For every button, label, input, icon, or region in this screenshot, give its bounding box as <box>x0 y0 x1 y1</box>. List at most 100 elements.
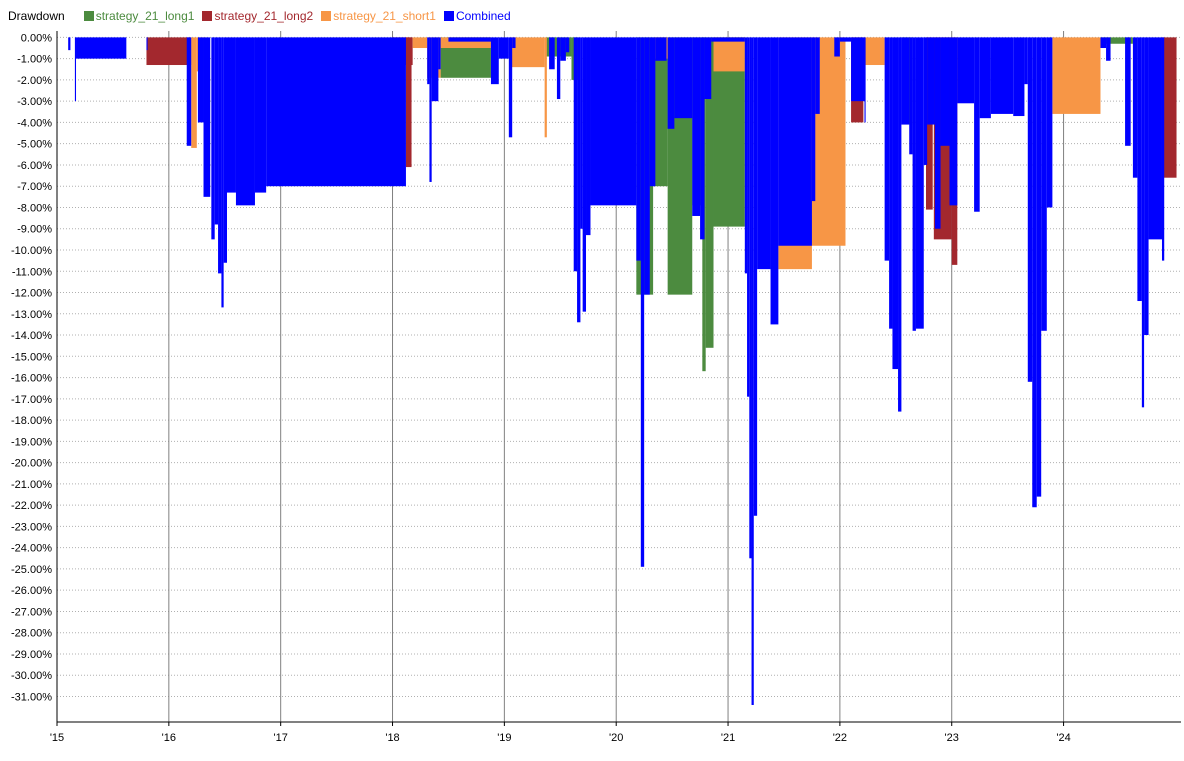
y-tick-label: -31.00% <box>11 691 52 703</box>
drawdown-bar <box>1132 37 1138 178</box>
x-tick-label: '21 <box>721 732 735 744</box>
drawdown-bar <box>431 37 439 102</box>
drawdown-bar <box>1013 37 1025 117</box>
drawdown-bar <box>146 37 148 51</box>
drawdown-bar <box>909 37 913 155</box>
y-tick-label: -27.00% <box>11 606 52 618</box>
drawdown-bar <box>700 37 705 240</box>
drawdown-bar <box>203 37 211 197</box>
drawdown-bar <box>1141 37 1145 408</box>
legend-label: strategy_21_long1 <box>95 9 195 23</box>
legend-item: strategy_21_long2 <box>202 9 313 23</box>
drawdown-bar <box>429 37 432 182</box>
drawdown-bar <box>957 37 975 104</box>
y-tick-label: 0.00% <box>21 32 52 44</box>
drawdown-bar <box>186 37 192 146</box>
y-tick-label: -4.00% <box>17 117 52 129</box>
drawdown-bar <box>851 37 865 102</box>
drawdown-bar <box>753 37 758 516</box>
drawdown-bar <box>565 37 570 53</box>
drawdown-bar <box>778 37 812 246</box>
drawdown-bar <box>744 37 748 274</box>
y-tick-label: -25.00% <box>11 564 52 576</box>
drawdown-bar <box>1137 37 1142 302</box>
drawdown-bar <box>586 37 591 236</box>
drawdown-bar <box>757 37 771 270</box>
legend-label: strategy_21_short1 <box>333 9 436 23</box>
drawdown-bar <box>1100 37 1107 49</box>
y-tick-label: -16.00% <box>11 373 52 385</box>
drawdown-bar <box>644 37 650 295</box>
legend: strategy_21_long1 strategy_21_long2 strate… <box>83 9 519 23</box>
y-tick-label: -15.00% <box>11 351 52 363</box>
legend-swatch <box>321 11 332 21</box>
drawdown-bar <box>949 37 958 206</box>
x-tick-label: '16 <box>162 732 176 744</box>
x-tick-label: '15 <box>50 732 64 744</box>
y-tick-label: -26.00% <box>11 585 52 597</box>
drawdown-bar <box>1106 37 1111 61</box>
drawdown-bar <box>749 37 752 559</box>
drawdown-bar <box>412 37 428 49</box>
y-tick-label: -14.00% <box>11 330 52 342</box>
drawdown-bar <box>655 37 667 61</box>
drawdown-bar <box>770 37 779 325</box>
drawdown-bar <box>512 37 516 49</box>
legend-item: strategy_21_long1 <box>83 9 195 23</box>
drawdown-bar <box>1024 37 1028 85</box>
drawdown-bar <box>1144 37 1149 336</box>
legend-swatch <box>83 11 94 21</box>
drawdown-bar <box>211 37 215 240</box>
chart-header: Drawdown strategy_21_long1 strategy_21_lo… <box>8 7 519 25</box>
y-tick-label: -12.00% <box>11 288 52 300</box>
legend-label: Combined <box>455 9 511 23</box>
drawdown-bar <box>667 37 675 129</box>
drawdown-bar <box>898 37 902 412</box>
drawdown-bar <box>498 37 509 59</box>
x-tick-label: '19 <box>497 732 511 744</box>
drawdown-bar <box>221 37 224 308</box>
drawdown-bar <box>653 37 668 187</box>
drawdown-bar <box>490 37 499 85</box>
y-tick-label: -18.00% <box>11 415 52 427</box>
drawdown-bar <box>1161 37 1177 178</box>
drawdown-bar <box>1161 37 1165 261</box>
y-tick-label: -21.00% <box>11 479 52 491</box>
drawdown-bar <box>692 37 701 216</box>
y-tick-label: -9.00% <box>17 224 52 236</box>
drawdown-bar <box>889 37 893 329</box>
drawdown-bar <box>1046 37 1053 208</box>
drawdown-bar <box>674 37 693 119</box>
drawdown-bar <box>214 37 219 225</box>
drawdown-bar <box>912 37 916 331</box>
drawdown-bar <box>990 37 1014 114</box>
drawdown-bar <box>934 37 941 229</box>
drawdown-bar <box>751 37 754 705</box>
drawdown-bar <box>266 37 406 187</box>
drawdown-bar <box>915 37 924 329</box>
drawdown-bar <box>892 37 899 370</box>
drawdown-bar <box>235 37 255 206</box>
x-tick-label: '22 <box>833 732 847 744</box>
y-tick-label: -20.00% <box>11 458 52 470</box>
y-tick-label: -30.00% <box>11 670 52 682</box>
drawdown-bar <box>713 37 745 42</box>
drawdown-bar <box>254 37 267 193</box>
y-tick-label: -6.00% <box>17 160 52 172</box>
drawdown-bar <box>747 37 750 397</box>
drawdown-bar <box>1125 37 1131 146</box>
x-tick-label: '20 <box>609 732 623 744</box>
y-tick-label: -10.00% <box>11 245 52 257</box>
drawdown-bar <box>811 37 816 202</box>
drawdown-bar <box>1032 37 1037 508</box>
drawdown-bar <box>864 37 866 123</box>
y-tick-label: -11.00% <box>12 266 52 278</box>
drawdown-bar <box>839 37 852 42</box>
drawdown-bar <box>573 37 578 272</box>
drawdown-bar <box>1148 37 1162 240</box>
drawdown-bar <box>580 37 583 229</box>
y-tick-label: -22.00% <box>11 500 52 512</box>
drawdown-bar <box>440 37 491 49</box>
drawdown-bar <box>1100 37 1133 44</box>
